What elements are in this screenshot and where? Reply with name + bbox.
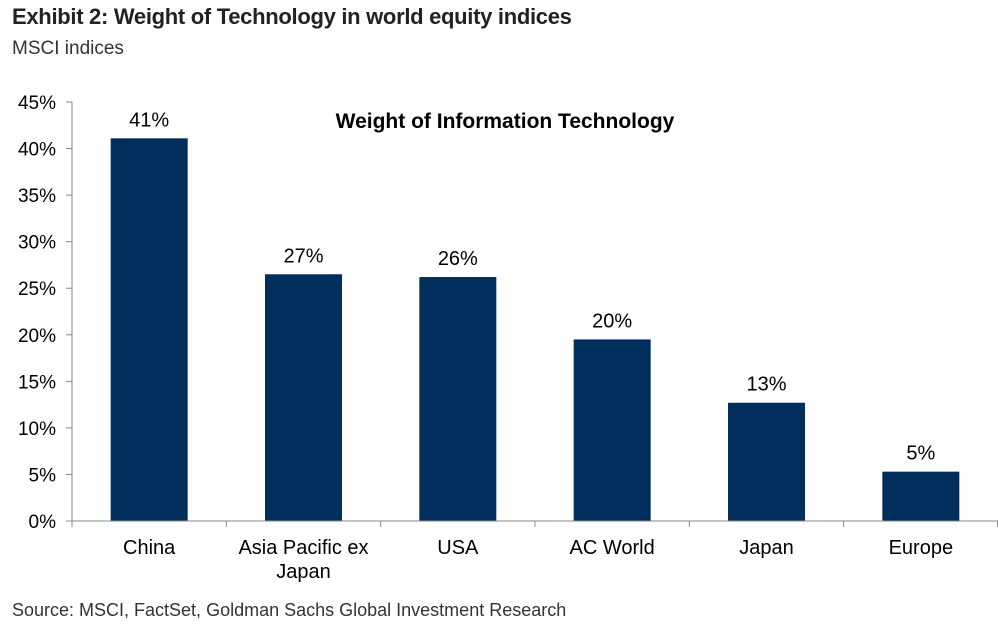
category-label: Europe <box>889 537 954 559</box>
data-label: 26% <box>438 248 478 270</box>
bar-china <box>110 138 188 521</box>
data-label: 20% <box>592 310 632 332</box>
category-label: Japan <box>739 537 794 559</box>
bar-asia-pacific-ex-japan <box>265 274 342 521</box>
source-note: Source: MSCI, FactSet, Goldman Sachs Glo… <box>12 600 567 620</box>
y-tick-label: 45% <box>18 93 56 114</box>
bar-japan <box>728 402 805 521</box>
chart-title: Weight of Information Technology <box>336 110 675 133</box>
y-tick-label: 30% <box>18 233 56 254</box>
labels-layer: 41% China 27% Asia Pacific ex Japan 26% USA 20%… <box>18 93 953 583</box>
exhibit-title: Exhibit 2: Weight of Technology in world… <box>12 4 572 29</box>
data-label: 41% <box>129 109 169 131</box>
y-tick-label: 10% <box>18 419 56 440</box>
category-label: AC World <box>570 537 655 559</box>
y-tick-label: 15% <box>18 372 56 393</box>
exhibit-subtitle: MSCI indices <box>12 38 124 59</box>
data-label: 27% <box>283 245 323 267</box>
y-tick-label: 0% <box>29 512 57 533</box>
data-label: 5% <box>906 443 935 465</box>
category-label: China <box>123 537 176 559</box>
axis-layer <box>66 101 998 527</box>
bar-usa <box>419 277 497 521</box>
y-tick-label: 5% <box>29 465 57 486</box>
y-tick-label: 25% <box>18 279 56 300</box>
data-label: 13% <box>746 374 786 396</box>
y-tick-label: 40% <box>18 140 56 161</box>
category-label: Asia Pacific ex Japan <box>238 537 368 583</box>
category-label: USA <box>437 537 479 559</box>
bars-layer <box>110 138 960 521</box>
bar-europe <box>882 471 960 521</box>
y-tick-label: 35% <box>18 186 56 207</box>
y-tick-label: 20% <box>18 326 56 347</box>
bar-ac-world <box>573 339 651 521</box>
